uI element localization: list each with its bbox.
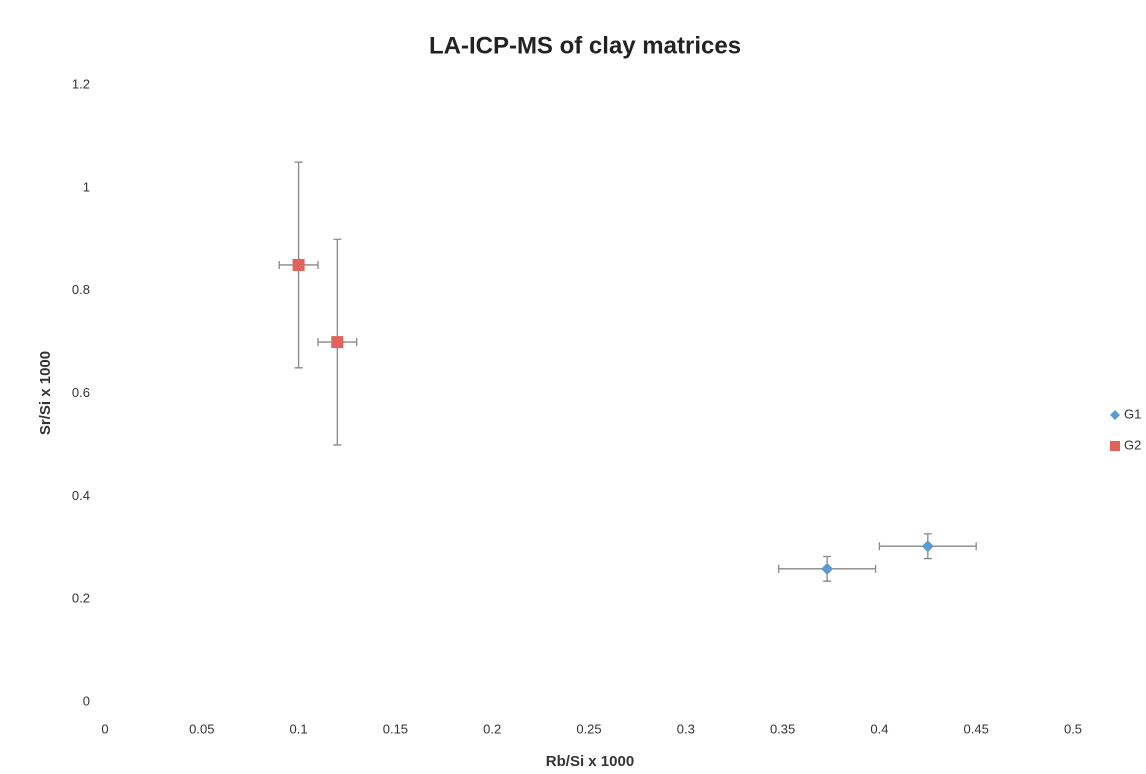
x-axis-label: Rb/Si x 1000: [546, 753, 634, 770]
point: [331, 336, 344, 349]
point: [821, 562, 834, 575]
x-tick-label: 0.25: [576, 721, 601, 736]
x-tick-label: 0.1: [290, 721, 308, 736]
y-tick-label: 0.2: [72, 591, 90, 606]
x-tick-label: 0.45: [964, 721, 989, 736]
legend-marker: [1110, 410, 1120, 420]
x-tick-label: 0.05: [189, 721, 214, 736]
point: [921, 540, 934, 553]
legend-label: G1: [1124, 406, 1141, 421]
y-tick-label: 1.2: [72, 76, 90, 91]
x-tick-label: 0.2: [483, 721, 501, 736]
point: [292, 258, 305, 271]
chart-title: LA-ICP-MS of clay matrices: [429, 32, 741, 59]
y-axis-label: Sr/Si x 1000: [37, 351, 54, 435]
legend-marker: [1110, 441, 1120, 451]
y-tick-label: 0.4: [72, 488, 90, 503]
y-tick-label: 0.6: [72, 385, 90, 400]
x-tick-label: 0.4: [870, 721, 888, 736]
x-tick-label: 0: [101, 721, 108, 736]
x-tick-label: 0.35: [770, 721, 795, 736]
legend-label: G2: [1124, 437, 1141, 452]
y-tick-label: 0.8: [72, 282, 90, 297]
x-tick-label: 0.15: [383, 721, 408, 736]
x-tick-label: 0.5: [1064, 721, 1082, 736]
y-tick-label: 0: [83, 693, 90, 708]
x-tick-label: 0.3: [677, 721, 695, 736]
y-tick-label: 1: [83, 179, 90, 194]
